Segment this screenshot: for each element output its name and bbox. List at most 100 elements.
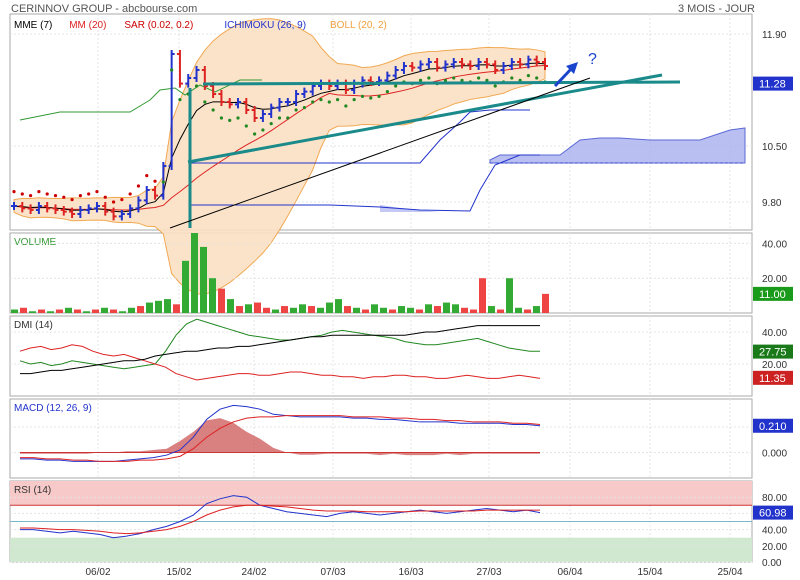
price-bar: [135, 196, 142, 213]
sar-dot: [493, 84, 497, 88]
price-y-tick-label: 9.80: [762, 198, 782, 209]
volume-bar: [452, 304, 459, 313]
price-bar: [27, 204, 34, 214]
rsi-overbought-band: [10, 481, 752, 506]
sar-dot: [53, 194, 58, 198]
x-tick-label: 15/04: [637, 567, 662, 578]
ichimoku-cloud-small: [380, 205, 470, 212]
volume-bar: [416, 309, 423, 313]
volume-bar: [398, 306, 405, 313]
sar-dot: [360, 94, 365, 98]
x-tick-label: 16/03: [398, 567, 423, 578]
rsi-oversold-band: [10, 537, 752, 562]
trend-resistance: [202, 80, 681, 86]
volume-bar: [389, 309, 396, 313]
dmi-line-1: [19, 344, 541, 381]
volume-bar: [488, 306, 495, 313]
price-bar: [152, 186, 159, 200]
sar-dot: [87, 192, 91, 196]
price-bar: [102, 202, 109, 216]
price-bar: [500, 62, 507, 74]
sar-dot: [228, 118, 232, 122]
volume-last-value: 11.00: [759, 289, 786, 301]
sar-dot: [95, 190, 99, 194]
price-bar: [483, 58, 490, 69]
price-bar: [268, 103, 275, 118]
macd-y-tick-label: 0.000: [762, 449, 787, 460]
price-bar: [176, 50, 183, 88]
volume-bar: [461, 307, 468, 313]
volume-bar: [11, 309, 18, 313]
price-y-tick-label: 10.50: [762, 142, 787, 153]
volume-bar: [542, 293, 549, 313]
sar-dot: [427, 76, 431, 80]
price-bar: [185, 74, 192, 88]
volume-bar: [272, 309, 279, 313]
sar-dot: [369, 96, 373, 100]
volume-bar: [515, 307, 522, 313]
sar-dot: [28, 194, 33, 198]
volume-bar: [74, 309, 81, 313]
price-bar: [442, 60, 449, 72]
volume-last-value-bg: [753, 286, 793, 301]
sar-dot: [485, 78, 489, 82]
volume-bar: [290, 307, 297, 313]
sar-dot: [62, 195, 66, 199]
volume-bar: [191, 233, 198, 313]
volume-bar: [299, 304, 306, 313]
x-tick-label: 06/04: [557, 567, 582, 578]
volume-bar: [101, 307, 108, 313]
price-bar: [201, 66, 208, 90]
volume-bar: [164, 299, 171, 313]
sar-dot: [526, 74, 531, 78]
volume-bar: [155, 300, 162, 313]
volume-bar: [182, 260, 189, 313]
price-bar: [226, 98, 233, 109]
volume-bar: [425, 304, 432, 313]
volume-bar: [470, 309, 477, 313]
x-tick-label: 24/02: [241, 567, 266, 578]
volume-bar: [119, 311, 126, 313]
volume-bar: [506, 278, 513, 313]
sar-dot: [327, 100, 331, 104]
sar-dot: [103, 195, 107, 199]
macd-title: MACD (12, 26, 9): [14, 403, 92, 414]
sar-dot: [136, 184, 141, 188]
price-bar: [508, 58, 515, 70]
price-bar: [533, 55, 540, 66]
volume-bar: [407, 307, 414, 313]
volume-bar: [137, 306, 144, 313]
volume-bar: [326, 302, 333, 313]
sar-dot: [170, 68, 174, 72]
x-tick-label: 27/03: [476, 567, 501, 578]
sar-dot: [45, 192, 49, 196]
sar-dot: [377, 94, 381, 98]
x-tick-label: 07/03: [320, 567, 345, 578]
x-tick-label: 25/04: [717, 567, 742, 578]
sar-dot: [294, 108, 298, 112]
sar-dot: [20, 192, 24, 196]
legend-entry: ICHIMOKU (26, 9): [224, 20, 306, 31]
volume-bar: [209, 278, 216, 313]
sar-dot: [344, 104, 348, 108]
price-bar: [69, 207, 76, 218]
sar-dot: [203, 100, 207, 104]
sar-dot: [510, 76, 514, 80]
price-bar: [434, 58, 441, 72]
volume-bar: [497, 309, 504, 313]
dmi-plus-last-value-bg: [753, 344, 793, 359]
ichimoku-kijun: [190, 109, 530, 164]
price-last-value: 11.28: [759, 79, 786, 91]
trend-support: [187, 73, 663, 164]
x-tick-label: 15/02: [166, 567, 191, 578]
macd-line-1: [20, 415, 541, 462]
period-label[interactable]: 3 MOIS - JOUR: [677, 3, 755, 15]
volume-bar: [29, 311, 36, 313]
price-bar: [52, 204, 59, 214]
price-bar: [127, 204, 134, 218]
sar-dot: [70, 198, 74, 202]
breakout-arrow: [553, 66, 574, 88]
price-bar: [492, 60, 499, 74]
trend-line-thin: [169, 77, 591, 229]
sar-dot: [37, 190, 41, 194]
